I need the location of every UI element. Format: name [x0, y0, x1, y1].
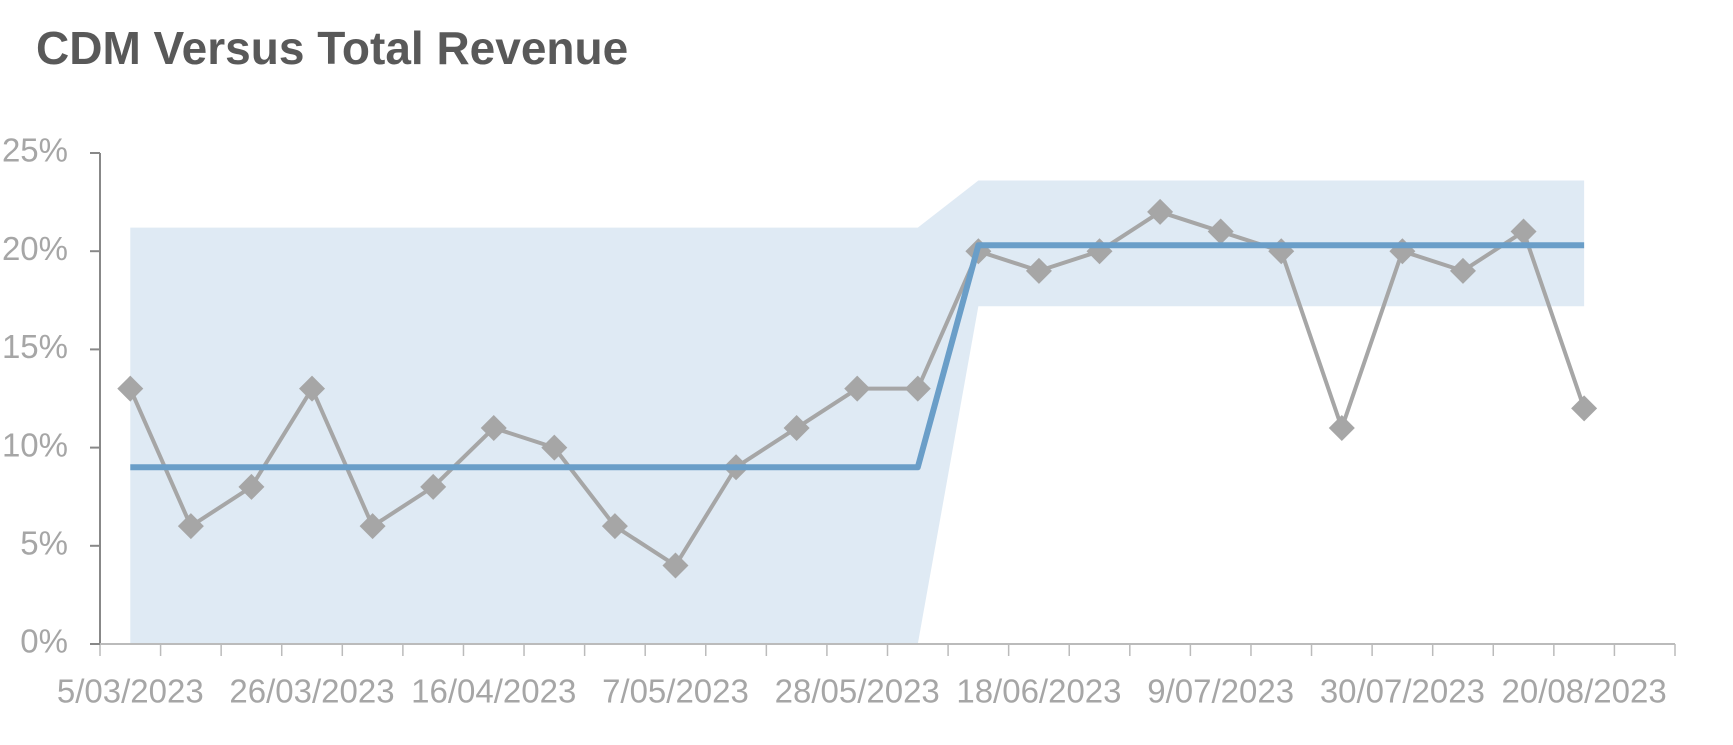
y-tick-label: 5%: [20, 525, 68, 562]
marker: [359, 513, 386, 540]
marker: [1571, 395, 1598, 422]
marker: [783, 414, 810, 441]
marker: [1449, 257, 1476, 284]
marker: [117, 375, 144, 402]
x-tick-label: 20/08/2023: [1502, 673, 1667, 710]
marker: [1207, 218, 1234, 245]
marker: [601, 513, 628, 540]
x-tick-label: 18/06/2023: [956, 673, 1121, 710]
y-tick-label: 20%: [2, 230, 68, 267]
marker: [177, 513, 204, 540]
marker: [1147, 198, 1174, 225]
x-tick-label: 7/05/2023: [602, 673, 749, 710]
marker: [480, 414, 507, 441]
chart-title: CDM Versus Total Revenue: [36, 22, 628, 74]
marker: [904, 375, 931, 402]
x-tick-label: 26/03/2023: [229, 673, 394, 710]
x-tick-label: 5/03/2023: [57, 673, 204, 710]
x-tick-label: 30/07/2023: [1320, 673, 1485, 710]
series-line: [130, 242, 1585, 471]
y-tick-label: 0%: [20, 623, 68, 660]
y-tick-label: 25%: [2, 132, 68, 169]
band-area: [130, 180, 1585, 644]
x-tick-label: 16/04/2023: [411, 673, 576, 710]
marker: [238, 473, 265, 500]
x-tick-label: 9/07/2023: [1147, 673, 1294, 710]
marker: [299, 375, 326, 402]
y-tick-label: 10%: [2, 426, 68, 463]
x-tick-label: 28/05/2023: [775, 673, 940, 710]
marker: [420, 473, 447, 500]
marker: [844, 375, 871, 402]
marker: [662, 552, 689, 579]
marker: [1025, 257, 1052, 284]
y-tick-label: 15%: [2, 328, 68, 365]
marker: [541, 434, 568, 461]
marker: [1510, 218, 1537, 245]
marker: [1328, 414, 1355, 441]
